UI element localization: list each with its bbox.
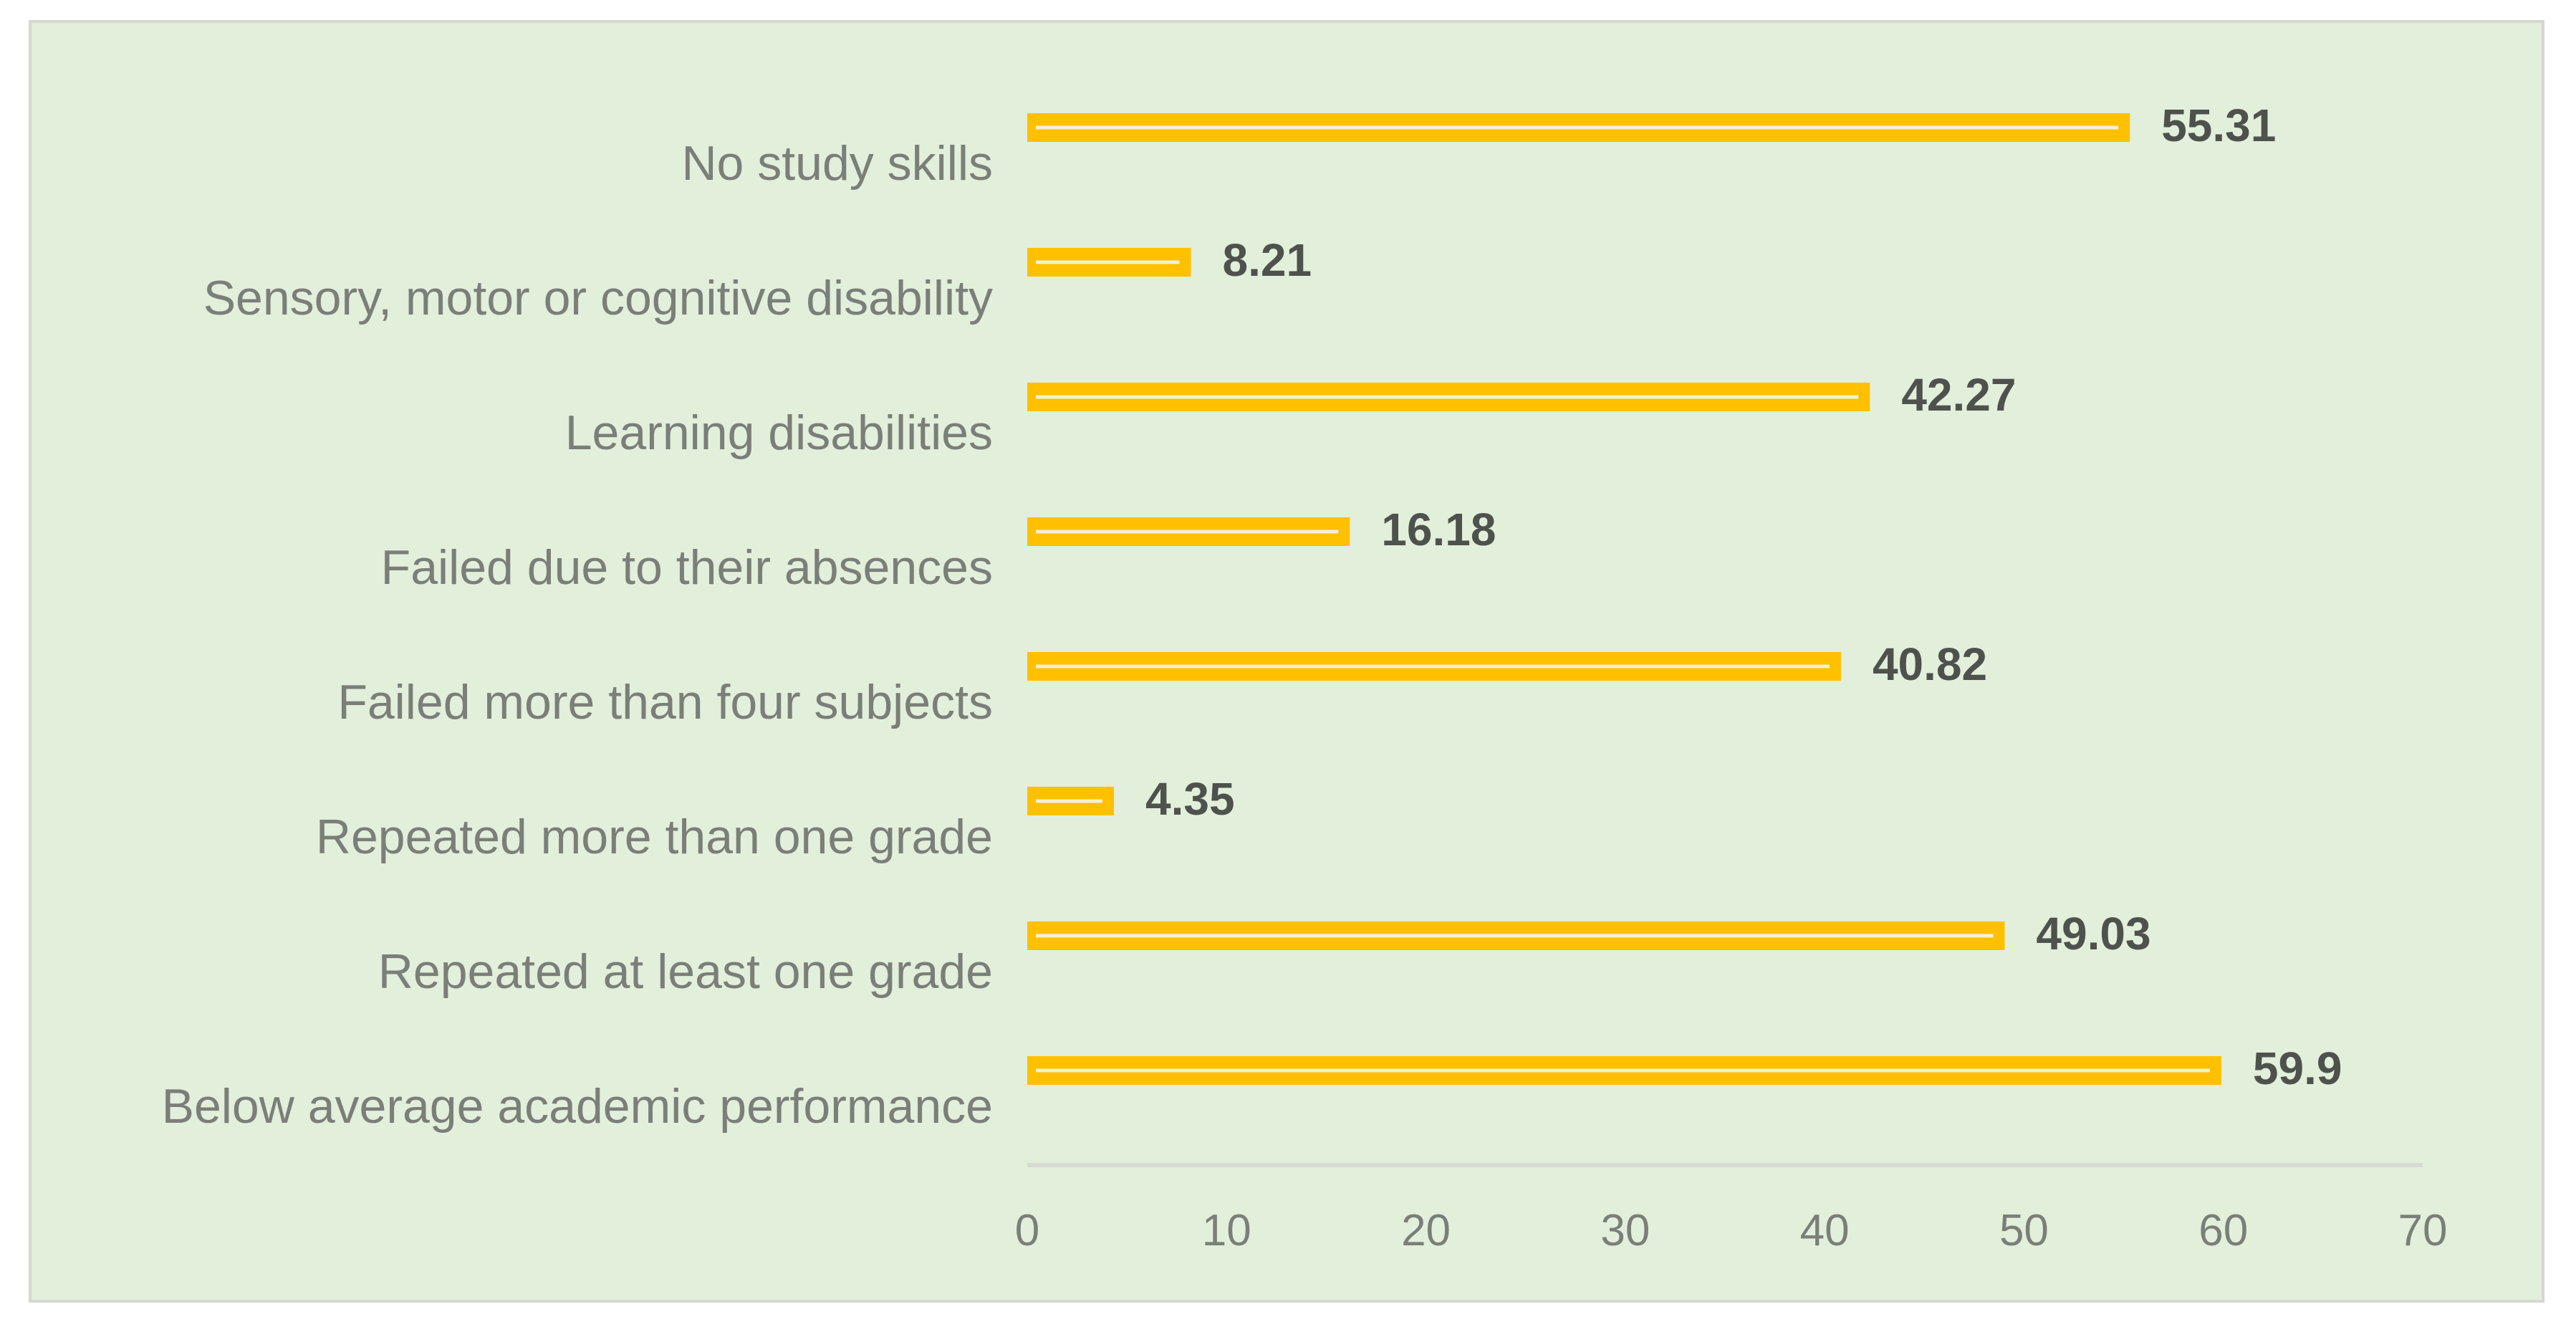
data-label: 4.35 [1145,773,1235,825]
x-tick-labels: 0 10 20 30 40 50 60 70 [1015,1206,2448,1255]
bars-layer [1027,113,2221,1085]
category-labels: No study skills Sensory, motor or cogniti… [162,136,993,1134]
data-label: 59.9 [2253,1043,2342,1094]
x-tick-label: 60 [2198,1206,2248,1255]
x-tick-label: 50 [1999,1206,2049,1255]
category-label: Learning disabilities [565,406,993,460]
x-tick-label: 30 [1600,1206,1650,1255]
category-label: Repeated more than one grade [316,810,993,864]
category-label: Failed more than four subjects [337,675,993,729]
x-tick-label: 70 [2398,1206,2448,1255]
chart-area: No study skills Sensory, motor or cogniti… [29,20,2544,1303]
category-label: Sensory, motor or cognitive disability [203,271,993,325]
x-tick-label: 0 [1015,1206,1039,1255]
category-label: Below average academic performance [162,1079,993,1134]
data-label: 49.03 [2036,908,2150,959]
data-label: 55.31 [2161,100,2276,151]
data-label: 16.18 [1381,504,1496,555]
category-label: No study skills [681,136,993,191]
category-label: Repeated at least one grade [378,944,993,999]
x-tick-label: 40 [1800,1206,1850,1255]
category-label: Failed due to their absences [381,540,993,595]
data-label: 42.27 [1901,369,2016,421]
data-label: 40.82 [1873,638,1987,690]
x-tick-label: 10 [1202,1206,1251,1255]
x-tick-label: 20 [1401,1206,1451,1255]
value-labels: 55.31 8.21 42.27 16.18 40.82 4.35 49.03 59.9 [1145,100,2342,1094]
bar-chart: No study skills Sensory, motor or cogniti… [32,23,2542,1300]
data-label: 8.21 [1222,234,1312,286]
